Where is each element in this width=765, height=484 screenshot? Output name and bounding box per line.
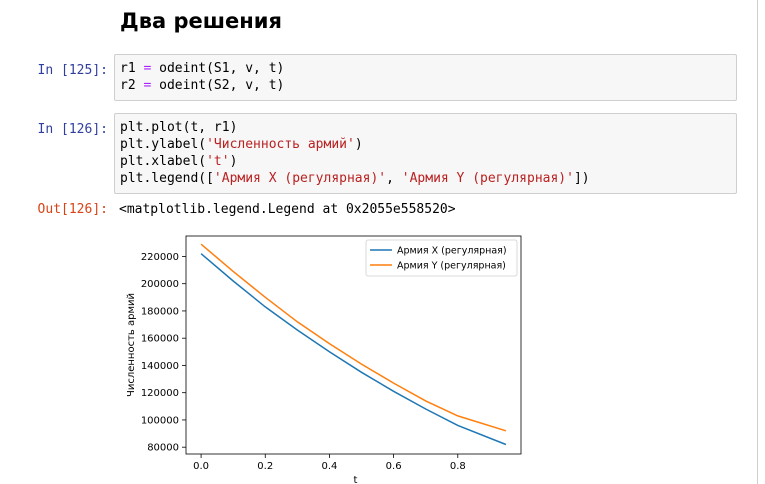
series-line-1 [200,253,507,446]
output-text: <matplotlib.legend.Legend at 0x2055e5585… [119,202,456,217]
series-line-2 [200,243,507,432]
legend-label: Армия Y (регулярная) [397,261,506,272]
y-tick-label: 160000 [141,334,179,345]
code-string: 'Армия X (регулярная)' [213,171,387,186]
code-operator: = [143,61,152,76]
y-axis-label: Численность армий [126,293,137,397]
code-line: plt.xlabel('t') [120,153,736,170]
y-tick-label: 100000 [141,415,179,426]
input-prompt-125: In [125]: [37,63,108,78]
code-string: 'Численность армий' [206,137,355,152]
notebook-right-border [757,0,758,484]
y-tick-label: 140000 [141,361,179,372]
x-tick-label: 0.2 [257,461,273,472]
code-token: r2 [120,78,144,93]
code-token: ]) [573,171,590,186]
legend-label: Армия X (регулярная) [397,246,507,257]
y-tick-label: 120000 [141,388,179,399]
x-tick-label: 0.4 [321,461,337,472]
code-cell-125[interactable]: r1 = odeint(S1, v, t) r2 = odeint(S2, v, … [114,54,737,101]
code-token: odeint(S1, v, t) [151,61,285,76]
code-token: plt.xlabel( [120,154,207,169]
code-token: plt.ylabel( [120,137,207,152]
x-tick-label: 0.6 [386,461,402,472]
code-token: r1 [120,61,144,76]
code-token: plt.plot(t, r1) [120,120,238,135]
code-string: 'Армия Y (регулярная)' [401,171,574,186]
y-tick-label: 220000 [141,252,179,263]
y-tick-label: 180000 [141,306,179,317]
x-tick-label: 0.0 [193,461,209,472]
output-prompt-126: Out[126]: [37,202,108,217]
code-token: ) [229,154,238,169]
code-token: ) [354,137,363,152]
code-cell-126[interactable]: plt.plot(t, r1) plt.ylabel('Численность а… [114,113,737,194]
code-line: r1 = odeint(S1, v, t) [120,60,736,77]
legend-box [365,239,518,277]
x-axis-label: t [354,475,358,484]
y-tick-label: 200000 [141,279,179,290]
input-prompt-126: In [126]: [37,122,108,137]
code-line: plt.legend(['Армия X (регулярная)', 'Арм… [120,170,736,187]
code-string: 't' [206,154,230,169]
code-line: r2 = odeint(S2, v, t) [120,77,736,94]
code-token: odeint(S2, v, t) [151,78,285,93]
code-line: plt.ylabel('Численность армий') [120,136,736,153]
x-tick-label: 0.8 [450,461,466,472]
y-tick-label: 80000 [147,443,179,454]
code-line: plt.plot(t, r1) [120,119,736,136]
section-heading: Два решения [120,9,283,33]
code-token: plt.legend([ [120,171,214,186]
code-token: , [386,171,402,186]
code-operator: = [143,78,152,93]
